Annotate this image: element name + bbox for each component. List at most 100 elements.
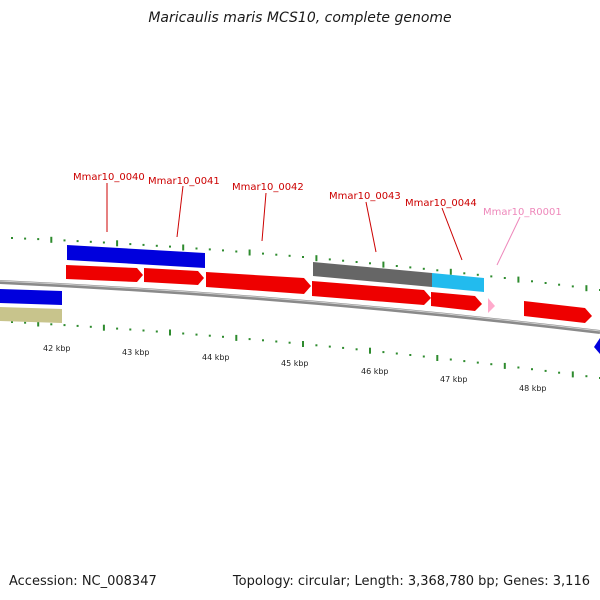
minor-tick-mark <box>262 339 264 342</box>
major-tick-mark <box>369 347 371 354</box>
minor-tick-mark <box>436 269 439 272</box>
cds-arrow-0040[interactable] <box>66 265 143 282</box>
minor-tick-mark <box>395 265 398 267</box>
label-leaders <box>106 183 521 266</box>
minor-tick-mark <box>89 325 92 328</box>
minor-tick-mark <box>355 348 358 351</box>
gene-label-r0001[interactable]: Mmar10_R0001 <box>483 207 562 218</box>
khaki-feature-bar-left[interactable] <box>0 307 62 323</box>
minor-tick-mark <box>155 330 158 333</box>
major-tick-mark <box>235 334 238 341</box>
cds-arrow-0043[interactable] <box>312 281 431 305</box>
scale-label-42kbp: 42 kbp <box>43 344 71 353</box>
scale-label-46kbp: 46 kbp <box>361 367 389 376</box>
minor-tick-mark <box>288 341 291 344</box>
blue-feature-bar-0040[interactable] <box>67 245 205 268</box>
major-tick-mark <box>585 285 588 292</box>
gene-label-0041[interactable]: Mmar10_0041 <box>148 176 220 187</box>
minor-tick-mark <box>409 266 412 269</box>
minor-tick-mark <box>288 254 291 257</box>
cds-arrow-0042[interactable] <box>206 272 311 294</box>
map-title: Maricaulis maris MCS10, complete genome <box>148 10 452 26</box>
major-tick-mark <box>571 371 574 378</box>
blue-arrow-edge[interactable] <box>594 338 600 354</box>
minor-tick-mark <box>262 252 264 255</box>
minor-tick-mark <box>302 256 304 258</box>
minor-tick-mark <box>76 240 79 243</box>
minor-tick-mark <box>50 323 53 326</box>
gene-label-0042[interactable]: Mmar10_0042 <box>232 182 304 193</box>
minor-tick-mark <box>169 245 171 248</box>
major-tick-mark <box>302 341 304 347</box>
minor-tick-mark <box>182 332 185 335</box>
genome-backbone-highlight <box>0 280 600 332</box>
scale-label-43kbp: 43 kbp <box>122 348 150 357</box>
genome-backbone <box>0 280 600 334</box>
minor-tick-mark <box>382 351 385 354</box>
minor-tick-mark <box>208 334 211 337</box>
cds-arrows <box>66 265 600 354</box>
major-tick-mark <box>248 249 251 256</box>
cds-arrow-0044[interactable] <box>431 292 482 311</box>
gene-label-0044[interactable]: Mmar10_0044 <box>405 198 477 209</box>
minor-tick-mark <box>11 237 13 239</box>
minor-tick-mark <box>342 259 345 262</box>
minor-tick-mark <box>89 240 92 243</box>
leader-line-0041 <box>176 185 184 238</box>
cds-arrow-0041[interactable] <box>144 268 204 285</box>
minor-tick-mark <box>422 267 425 270</box>
minor-tick-mark <box>24 237 27 240</box>
cds-arrow-right[interactable] <box>524 301 592 323</box>
leader-line-0043 <box>365 201 377 253</box>
minor-tick-mark <box>76 324 79 327</box>
minor-tick-mark <box>463 272 466 275</box>
minor-tick-mark <box>328 345 331 348</box>
minor-tick-mark <box>235 250 238 253</box>
minor-tick-mark <box>490 275 493 278</box>
major-tick-mark <box>50 236 53 243</box>
minor-tick-mark <box>116 327 119 330</box>
minor-tick-mark <box>142 243 145 246</box>
major-tick-mark <box>182 244 185 251</box>
minor-tick-mark <box>37 238 40 241</box>
minor-tick-mark <box>571 285 574 288</box>
minor-tick-mark <box>558 283 561 286</box>
minor-tick-mark <box>248 338 251 341</box>
gene-label-0040[interactable]: Mmar10_0040 <box>73 172 145 183</box>
topology-summary-text: Topology: circular; Length: 3,368,780 bp… <box>232 574 590 589</box>
minor-tick-mark <box>129 243 132 246</box>
minor-tick-mark <box>463 360 466 363</box>
minor-tick-mark <box>102 241 105 244</box>
minor-tick-mark <box>222 249 224 252</box>
cyan-feature-bar-0044[interactable] <box>432 273 484 292</box>
minor-tick-mark <box>11 321 13 323</box>
blue-feature-bar-left[interactable] <box>0 289 62 305</box>
major-tick-mark <box>449 268 452 275</box>
minor-tick-mark <box>315 344 318 347</box>
minor-tick-mark <box>422 355 425 358</box>
minor-tick-mark <box>531 368 533 371</box>
minor-tick-mark <box>195 247 198 250</box>
leader-line-r0001 <box>496 216 521 266</box>
minor-tick-mark <box>395 352 398 355</box>
minor-tick-mark <box>142 329 145 332</box>
minor-tick-mark <box>490 363 493 366</box>
minor-tick-mark <box>449 358 452 361</box>
gray-feature-bar-0043[interactable] <box>313 262 432 287</box>
minor-tick-mark <box>369 262 371 265</box>
feature-bars <box>0 245 484 323</box>
leader-line-0044 <box>441 207 463 261</box>
minor-tick-mark <box>558 371 561 374</box>
minor-tick-mark <box>544 282 547 284</box>
minor-tick-mark <box>155 244 158 247</box>
scale-label-44kbp: 44 kbp <box>202 353 230 362</box>
major-tick-mark <box>503 362 506 369</box>
minor-tick-mark <box>275 253 278 256</box>
gene-label-0043[interactable]: Mmar10_0043 <box>329 191 401 202</box>
minor-tick-mark <box>275 340 278 343</box>
minor-tick-mark <box>129 328 132 331</box>
rrna-arrow-r0001[interactable] <box>488 298 495 313</box>
major-tick-mark <box>37 320 40 327</box>
minor-tick-mark <box>476 273 479 276</box>
